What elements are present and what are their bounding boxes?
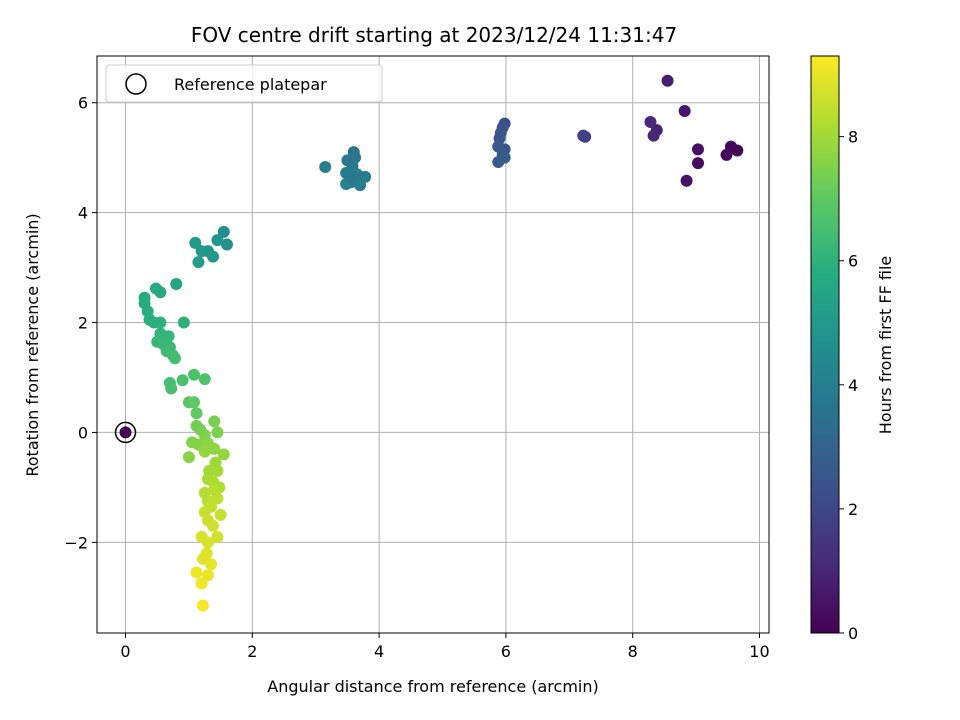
data-point [211, 530, 224, 543]
data-point [691, 157, 704, 170]
data-point [154, 286, 167, 299]
reference-marker [114, 421, 137, 444]
data-point [577, 129, 590, 142]
plot-frame [96, 55, 770, 634]
data-point [680, 174, 693, 187]
x-tick-label: 10 [749, 642, 769, 661]
data-point [201, 569, 214, 582]
colorbar-tick-label: 2 [848, 500, 858, 519]
data-point [195, 245, 208, 258]
colorbar-bar [810, 55, 840, 634]
data-point [347, 172, 360, 185]
data-point [190, 566, 203, 579]
x-tick-label: 8 [628, 642, 638, 661]
y-tick-label: 4 [78, 204, 88, 223]
data-point [211, 426, 224, 439]
x-tick-label: 0 [120, 642, 130, 661]
legend-entry: Reference platepar [174, 75, 327, 94]
data-point [165, 382, 178, 395]
data-point [319, 161, 332, 174]
data-point [647, 129, 660, 142]
colorbar-label: Hours from first FF file [876, 256, 895, 435]
data-point [211, 234, 224, 247]
chart-title: FOV centre drift starting at 2023/12/24 … [191, 23, 677, 47]
data-point [644, 115, 657, 128]
x-tick-label: 4 [374, 642, 384, 661]
y-tick-label: 2 [78, 314, 88, 333]
data-point [720, 148, 733, 161]
data-point [198, 445, 211, 458]
data-point [198, 373, 211, 386]
data-point [168, 352, 181, 365]
colorbar: 0 2 4 6 8 [810, 55, 858, 643]
data-point [217, 225, 230, 238]
data-point [492, 140, 505, 153]
data-point [691, 143, 704, 156]
data-point [154, 316, 167, 329]
data-point [195, 577, 208, 590]
y-tick-label: 6 [78, 94, 88, 113]
data-point [207, 250, 220, 263]
data-point [176, 374, 189, 387]
colorbar-tick-label: 4 [848, 376, 858, 395]
data-point [189, 236, 202, 249]
data-point [217, 448, 230, 461]
data-point [207, 519, 220, 532]
data-point [211, 492, 224, 505]
colorbar-tick-label: 0 [848, 624, 858, 643]
legend-box [105, 64, 383, 103]
legend: Reference platepar [105, 64, 383, 103]
data-point [196, 599, 209, 612]
colorbar-tick-label: 8 [848, 128, 858, 147]
data-point [190, 407, 203, 420]
data-point [205, 558, 218, 571]
data-point [208, 442, 221, 455]
data-point [498, 151, 511, 164]
y-tick-label: 0 [78, 423, 88, 442]
legend-marker [125, 73, 147, 95]
plot-background [97, 56, 769, 633]
data-point [201, 536, 214, 549]
colorbar-tick-label: 6 [848, 252, 858, 271]
x-tick-label: 6 [501, 642, 511, 661]
y-tick-label: −2 [64, 533, 88, 552]
data-point [177, 316, 190, 329]
x-axis-label: Angular distance from reference (arcmin) [267, 677, 598, 696]
data-point [187, 396, 200, 409]
data-point [187, 368, 200, 381]
y-axis-label: Rotation from reference (arcmin) [23, 213, 42, 476]
data-point [214, 508, 227, 521]
data-point [182, 451, 195, 464]
plot-area: 0 2 4 6 8 10 −2 0 2 4 6 [64, 55, 770, 661]
data-point [170, 278, 183, 291]
data-point [119, 426, 132, 439]
data-point [192, 256, 205, 269]
data-point [678, 104, 691, 117]
x-tick-label: 2 [247, 642, 257, 661]
data-point [208, 415, 221, 428]
data-point [220, 238, 233, 251]
data-point [661, 74, 674, 87]
data-point [211, 464, 224, 477]
